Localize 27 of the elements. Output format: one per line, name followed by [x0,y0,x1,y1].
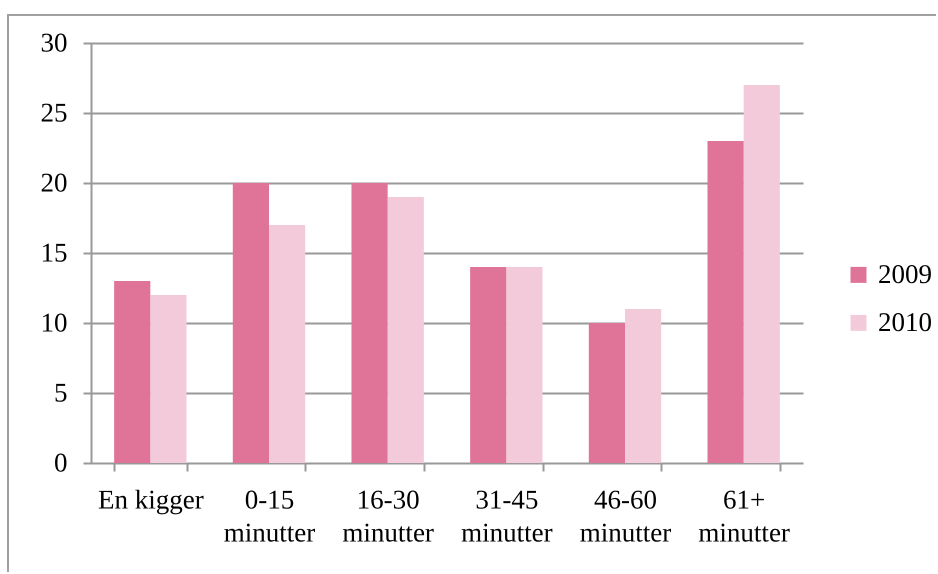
y-tick-label: 25 [40,98,68,128]
bar [744,85,780,463]
bar [388,197,424,463]
x-tick-label: 31-45 minutter [461,484,553,548]
x-tick-label: 61+ minutter [698,484,790,548]
x-tick-label: 0-15 minutter [224,484,316,548]
y-tick-label: 0 [54,448,68,478]
bar [470,267,506,463]
x-tick-label: 16-30 minutter [342,484,434,548]
bar [269,225,306,463]
legend-label: 2009 [878,258,932,289]
bar [588,323,625,463]
bar [506,267,543,463]
bar [707,141,744,463]
bar [625,309,662,463]
bar [232,183,269,463]
bar [351,183,388,463]
bar [114,281,150,463]
bar [150,295,187,463]
y-tick-label: 5 [54,378,68,408]
y-tick-label: 20 [40,168,68,198]
legend-label: 2010 [878,306,932,337]
x-tick-label: En kigger [98,484,204,514]
x-tick-label: 46-60 minutter [580,484,672,548]
y-tick-label: 15 [40,238,68,268]
y-tick-label: 10 [40,308,68,338]
y-tick-label: 30 [40,28,68,58]
